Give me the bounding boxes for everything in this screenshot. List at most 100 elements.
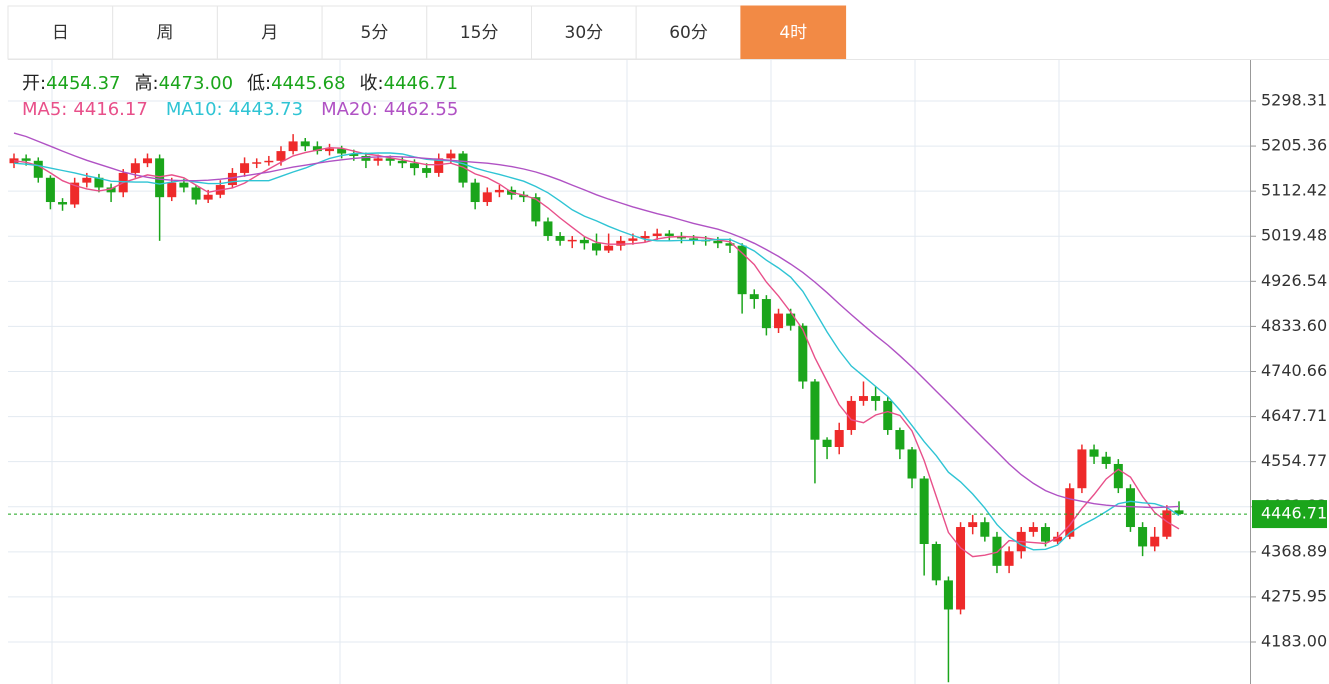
- candle-body: [94, 177, 104, 188]
- candle-body: [482, 192, 492, 203]
- candle-body: [409, 163, 419, 169]
- candle-body: [1101, 456, 1111, 464]
- candle-body: [45, 177, 55, 203]
- candle-body: [494, 189, 504, 193]
- legend-label: 高:: [135, 73, 159, 94]
- legend-value: 4446.71: [384, 73, 458, 94]
- candle-body: [1004, 551, 1014, 566]
- ma-line: [13, 146, 1180, 558]
- tab-label[interactable]: 月: [261, 23, 278, 43]
- candle-body: [519, 194, 529, 198]
- candle-body: [616, 240, 626, 246]
- legend-value: 4416.17: [73, 99, 147, 120]
- candle-body: [956, 527, 966, 610]
- candle-body: [361, 155, 371, 161]
- candle-body: [300, 141, 310, 147]
- plot: [8, 132, 1250, 683]
- tab-label[interactable]: 5分: [361, 23, 389, 43]
- candle-body: [252, 162, 262, 164]
- candle-body: [919, 478, 929, 545]
- candle-body: [652, 233, 662, 236]
- candle-body: [664, 233, 674, 236]
- candle-body: [446, 153, 456, 159]
- candle-body: [592, 243, 601, 251]
- y-tick-label: 4926.54: [1261, 271, 1327, 290]
- candle-body: [725, 243, 735, 246]
- candle-body: [337, 148, 347, 154]
- candle-body: [555, 235, 565, 241]
- current-price-tag: [1252, 500, 1327, 529]
- tab[interactable]: [216, 5, 323, 60]
- candle-body: [713, 240, 723, 244]
- candle-body: [543, 221, 553, 236]
- candle-body: [810, 381, 820, 440]
- candle-body: [834, 430, 844, 447]
- candle-body: [1125, 488, 1135, 528]
- candle-body: [422, 168, 432, 173]
- candle-body: [579, 239, 589, 244]
- tab-bar: 日 周 月 5分 15分 30分 60分 4时: [7, 5, 1329, 60]
- tab-label[interactable]: 15分: [460, 23, 499, 43]
- candle-body: [142, 158, 152, 164]
- candle-body: [325, 148, 335, 152]
- candle-body: [70, 182, 80, 205]
- candle-body: [58, 202, 68, 205]
- ma-line: [13, 152, 1180, 551]
- candle-body: [312, 146, 322, 152]
- tab[interactable]: [112, 5, 218, 60]
- candle-body: [640, 235, 650, 239]
- y-tick-label: 4647.71: [1261, 406, 1327, 425]
- candle-body: [1077, 449, 1087, 489]
- candle-body: [288, 141, 298, 152]
- candle-body: [1162, 510, 1172, 537]
- legend-value: 4443.73: [229, 99, 303, 120]
- candle-body: [1113, 463, 1123, 489]
- candle-body: [1174, 510, 1184, 515]
- candle-body: [980, 522, 990, 537]
- legend-name: MA20:: [321, 99, 378, 120]
- candle-body: [179, 182, 189, 188]
- candle-body: [567, 239, 577, 242]
- candle-body: [155, 158, 165, 198]
- candle-body: [774, 313, 784, 329]
- candle-body: [604, 245, 614, 251]
- ma-line: [13, 132, 1180, 509]
- legend-value: 4445.68: [271, 73, 345, 94]
- tab-label[interactable]: 日: [52, 23, 69, 43]
- ohlc-legend: 开:4454.37 高:4473.00 低:4445.68 收:4446.71: [22, 73, 458, 94]
- candle-body: [943, 580, 953, 610]
- legend-label: 开:: [22, 73, 46, 94]
- tab[interactable]: [740, 5, 847, 60]
- ma-legend: MA5: 4416.17 MA10: 4443.73 MA20: 4462.55: [22, 99, 458, 120]
- tab[interactable]: [321, 5, 428, 60]
- candle-body: [82, 177, 92, 183]
- candle-body: [531, 197, 541, 222]
- candle-body: [761, 299, 771, 329]
- candle-body: [1065, 488, 1075, 537]
- y-tick-label: 5019.48: [1261, 226, 1327, 245]
- candle-body: [931, 544, 941, 581]
- candle-body: [191, 187, 201, 200]
- candle-body: [1150, 536, 1160, 547]
- candle-body: [858, 396, 868, 401]
- candle-body: [9, 158, 19, 164]
- candle-body: [737, 245, 747, 295]
- tab-label[interactable]: 60分: [669, 23, 708, 43]
- candle-body: [1053, 536, 1063, 542]
- candle-body: [749, 294, 759, 300]
- candle-body: [968, 522, 978, 528]
- candle-body: [167, 182, 177, 198]
- tab[interactable]: [426, 5, 532, 60]
- tab-label[interactable]: 4时: [779, 23, 807, 43]
- y-axis: 5298.31 5205.36 5112.42 5019.48 4926.54 4833.…: [1250, 60, 1327, 684]
- candle-body: [33, 160, 43, 178]
- tab[interactable]: [531, 5, 637, 60]
- tab-label[interactable]: 周: [157, 23, 174, 43]
- candle-body: [470, 182, 480, 203]
- candle-body: [264, 160, 274, 163]
- candle-body: [1028, 527, 1038, 532]
- candle-body: [458, 153, 468, 183]
- tab-label[interactable]: 30分: [565, 23, 604, 43]
- candle-body: [846, 400, 856, 431]
